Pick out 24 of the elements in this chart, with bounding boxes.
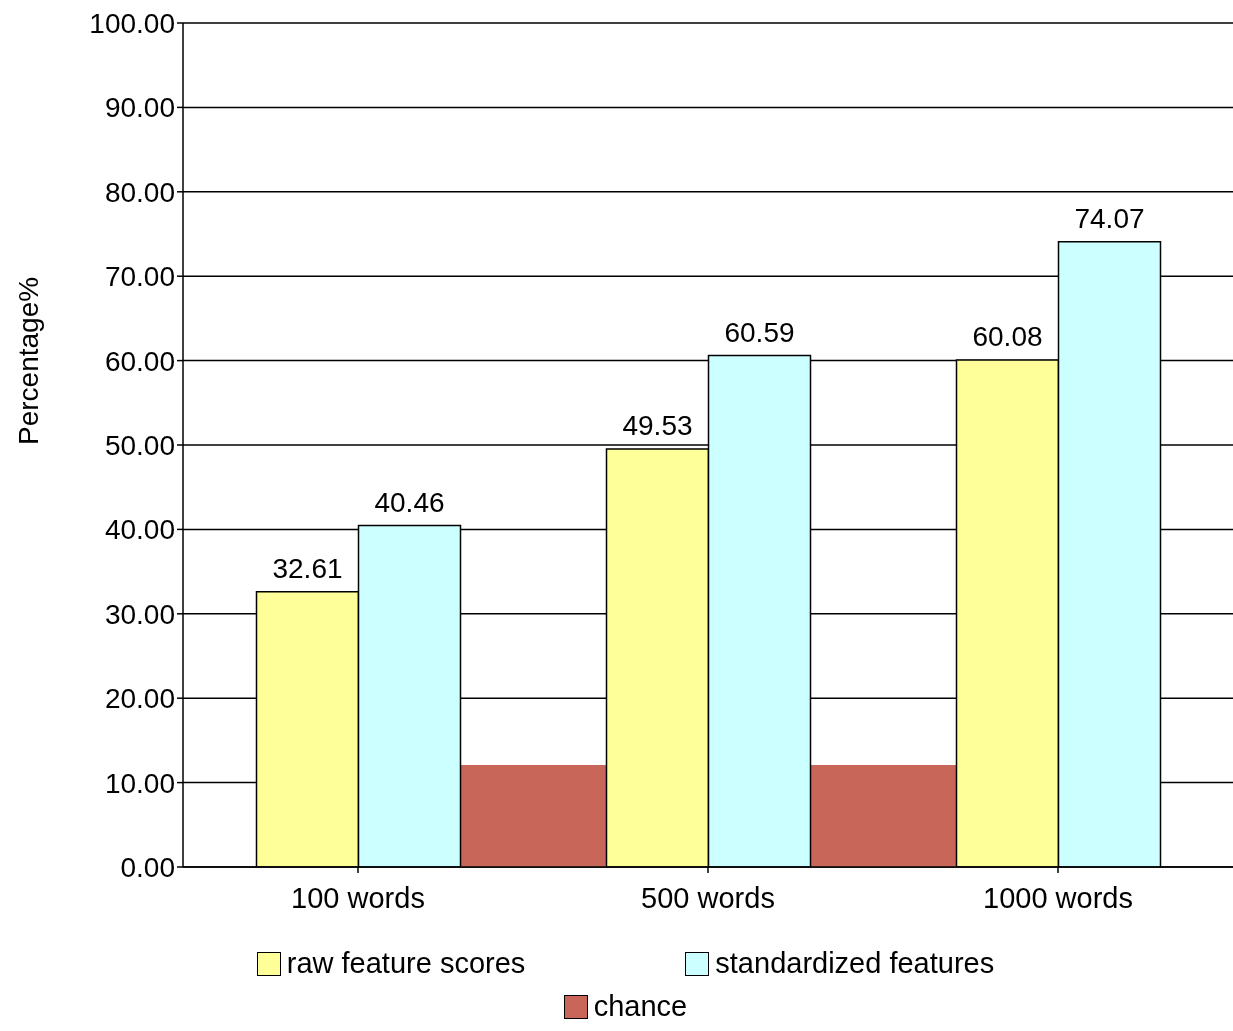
y-tick-label: 0.00 [120, 851, 175, 883]
y-tick-label: 50.00 [104, 429, 175, 461]
data-label: 74.07 [1074, 202, 1145, 234]
legend-label: raw feature scores [286, 947, 526, 980]
x-tick-label: 100 words [291, 881, 425, 914]
legend-label: standardized features [715, 947, 995, 980]
data-label: 32.61 [272, 552, 343, 584]
y-tick-label: 10.00 [104, 767, 175, 799]
y-tick-label: 80.00 [104, 176, 175, 208]
y-tick-label: 70.00 [104, 261, 175, 293]
data-label: 49.53 [622, 409, 693, 441]
y-tick-label: 40.00 [104, 514, 175, 546]
y-tick-label: 60.00 [104, 345, 175, 377]
y-tick-label: 20.00 [104, 683, 175, 715]
data-label: 40.46 [374, 486, 445, 518]
y-tick-label: 30.00 [104, 598, 175, 630]
x-tick-label: 1000 words [983, 881, 1133, 914]
legend-label: chance [593, 990, 688, 1023]
data-label: 60.08 [972, 320, 1043, 352]
y-tick-label: 100.00 [89, 7, 175, 39]
x-tick-label: 500 words [641, 881, 775, 914]
data-label: 60.59 [724, 316, 795, 348]
y-axis-title: Percentage% [12, 276, 44, 445]
y-tick-label: 90.00 [104, 92, 175, 124]
